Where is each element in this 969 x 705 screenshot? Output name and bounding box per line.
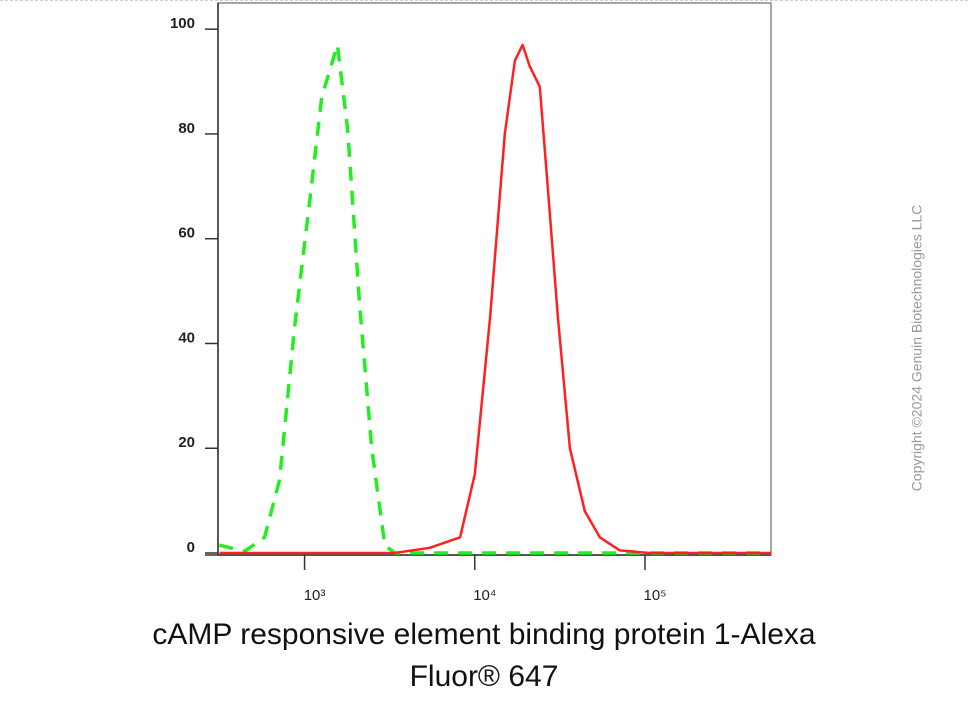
x-axis-label: Fluor® 647 — [410, 660, 559, 693]
histogram-line — [219, 43, 771, 555]
histogram-line — [218, 43, 771, 555]
plot-frame — [217, 2, 772, 556]
y-tick-label: 0 — [187, 539, 195, 556]
x-tick-label: 10³ — [304, 587, 326, 604]
x-axis-label: cAMP responsive element binding protein … — [152, 618, 815, 651]
x-tick-label: 10⁴ — [473, 587, 496, 604]
y-tick-label: 40 — [178, 329, 195, 346]
watermark: Copyright ©2024 Genuin Biotechnologies L… — [909, 205, 925, 492]
y-tick-label: 60 — [178, 225, 195, 242]
y-tick-label: 20 — [178, 434, 195, 451]
x-tick-label: 10⁵ — [644, 587, 667, 604]
y-tick-label: 80 — [178, 120, 195, 137]
y-tick-label: 100 — [170, 15, 195, 32]
